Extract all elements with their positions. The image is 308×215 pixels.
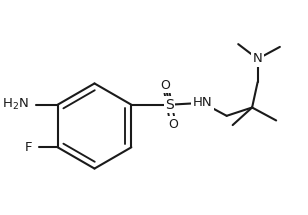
Text: O: O <box>168 118 178 131</box>
Text: F: F <box>25 141 32 154</box>
Text: O: O <box>161 79 171 92</box>
Text: H$_2$N: H$_2$N <box>2 97 29 112</box>
Text: N: N <box>253 52 262 65</box>
Text: HN: HN <box>193 96 213 109</box>
Text: S: S <box>165 98 174 112</box>
